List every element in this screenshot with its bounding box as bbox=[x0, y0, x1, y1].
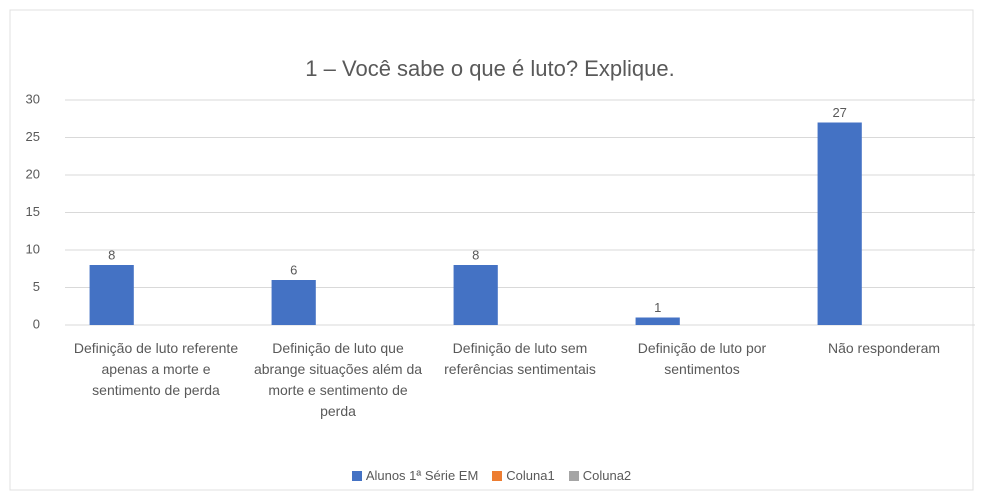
legend-label: Coluna2 bbox=[582, 468, 632, 483]
legend-swatch bbox=[568, 470, 579, 481]
y-tick-label: 30 bbox=[26, 91, 40, 106]
data-label: 8 bbox=[472, 247, 479, 262]
y-tick-label: 10 bbox=[26, 241, 40, 256]
legend-label: Coluna1 bbox=[506, 468, 555, 483]
y-tick-label: 20 bbox=[26, 166, 40, 181]
legend-item: Coluna1 bbox=[492, 468, 555, 483]
bar bbox=[89, 265, 134, 325]
data-label: 8 bbox=[108, 247, 115, 262]
legend-label: Alunos 1ª Série EM bbox=[365, 468, 479, 483]
data-label: 1 bbox=[654, 300, 661, 315]
legend-item: Coluna2 bbox=[568, 468, 632, 483]
legend-swatch bbox=[351, 470, 362, 481]
chart-title: 1 – Você sabe o que é luto? Explique. bbox=[305, 56, 674, 81]
x-tick-label: Definição de luto que abrange situações … bbox=[253, 340, 423, 419]
legend-swatch bbox=[492, 470, 503, 481]
x-tick-label: Definição de luto referente apenas a mor… bbox=[73, 340, 239, 398]
legend: Alunos 1ª Série EM Coluna1 Coluna2 bbox=[0, 468, 983, 483]
x-tick-label: Definição de luto sem referências sentim… bbox=[444, 340, 596, 377]
bar bbox=[453, 265, 498, 325]
data-label: 27 bbox=[832, 105, 846, 120]
legend-item: Alunos 1ª Série EM bbox=[351, 468, 479, 483]
x-tick-label: Não responderam bbox=[827, 340, 941, 356]
bar bbox=[635, 317, 680, 325]
y-tick-label: 25 bbox=[26, 129, 40, 144]
x-tick-label: Definição de luto por sentimentos bbox=[637, 340, 767, 377]
y-tick-label: 5 bbox=[33, 279, 40, 294]
y-tick-label: 15 bbox=[26, 204, 40, 219]
y-tick-label: 0 bbox=[33, 316, 40, 331]
bar bbox=[817, 122, 862, 325]
data-label: 6 bbox=[290, 262, 297, 277]
bar bbox=[271, 280, 316, 325]
